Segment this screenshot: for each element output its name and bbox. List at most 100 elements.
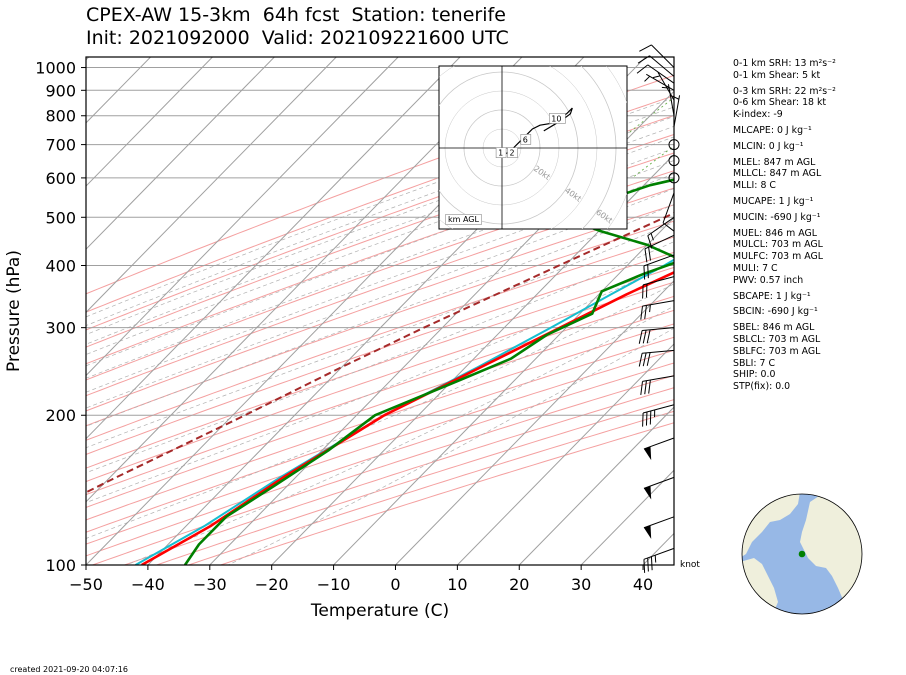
- index-line: MUEL: 846 m AGL: [733, 227, 817, 239]
- y-tick-label: 500: [45, 208, 76, 227]
- moist-adiabat: [86, 222, 674, 449]
- wind-barb: [644, 234, 675, 263]
- index-line: 0-1 km SRH: 13 m²s⁻²: [733, 58, 836, 69]
- barb-shaft: [642, 300, 675, 307]
- y-tick-label: 800: [45, 107, 76, 126]
- y-tick-label: 600: [45, 169, 76, 188]
- barb-shaft: [643, 476, 675, 489]
- index-line: SBEL: 846 m AGL: [733, 322, 815, 334]
- dry-adiabat: [220, 422, 674, 565]
- dry-adiabat: [188, 410, 674, 565]
- wind-barb: [642, 276, 675, 299]
- barb-half-flag: [661, 86, 670, 89]
- index-line: SBLFC: 703 m AGL: [733, 345, 821, 357]
- isotherm: [86, 57, 275, 250]
- barb-flag: [645, 283, 648, 298]
- barb-shaft: [642, 327, 675, 331]
- mixing-ratio-line: [894, 57, 906, 178]
- dry-adiabat: [86, 114, 674, 331]
- index-line: MLLI: 8 C: [733, 180, 776, 192]
- hodograph-height-label: 2: [510, 149, 515, 158]
- hodograph-legend-km-agl: km AGL: [445, 214, 482, 225]
- dry-adiabat: [86, 251, 674, 455]
- x-tick-label: 40: [633, 575, 653, 594]
- barb-half-flag: [644, 75, 651, 82]
- wind-barb: [652, 72, 675, 101]
- chart-title-line-1: CPEX-AW 15-3km 64h fcst Station: tenerif…: [86, 4, 506, 26]
- barb-pennant: [643, 485, 652, 500]
- index-line: 0-3 km SRH: 22 m²s⁻²: [733, 85, 836, 97]
- y-tick-label: 200: [45, 406, 76, 425]
- dry-adiabat: [92, 374, 674, 565]
- index-line: SBCAPE: 1 J kg⁻¹: [733, 290, 811, 302]
- dry-adiabat: [86, 133, 674, 348]
- moist-adiabat: [86, 97, 674, 318]
- barb-shaft: [643, 547, 675, 560]
- barb-shaft: [642, 349, 675, 354]
- wind-barb: [643, 437, 675, 461]
- dry-adiabat: [86, 362, 674, 557]
- index-line: MLLCL: 847 m AGL: [733, 168, 822, 180]
- barb-flag: [646, 352, 651, 366]
- barb-shaft: [642, 375, 675, 382]
- isotherm: [580, 469, 674, 565]
- index-line: SBLCL: 703 m AGL: [733, 333, 821, 345]
- barb-flag: [636, 64, 649, 74]
- index-line: MLCAPE: 0 J kg⁻¹: [733, 124, 812, 136]
- barb-flag: [647, 557, 649, 572]
- wind-barb: [639, 44, 675, 68]
- barb-flag: [637, 55, 650, 64]
- dry-adiabat: [86, 187, 674, 397]
- barb-shaft: [644, 234, 675, 250]
- x-tick-label: −40: [131, 575, 165, 594]
- isotherm: [86, 57, 337, 314]
- index-line: 0-1 km Shear: 5 kt: [733, 69, 821, 81]
- barb-flag: [643, 265, 646, 280]
- barb-shaft: [647, 216, 675, 237]
- wind-barb: [672, 95, 681, 127]
- barb-shaft: [673, 95, 681, 127]
- barb-pennant: [643, 446, 652, 461]
- wind-barb: [642, 404, 675, 427]
- y-tick-label: 100: [45, 556, 76, 575]
- y-tick-label: 700: [45, 136, 76, 155]
- barb-flag: [640, 306, 643, 320]
- wind-barb: [643, 547, 675, 573]
- wind-barb: [643, 516, 675, 539]
- barb-half-flag: [654, 555, 657, 563]
- wind-barb: [638, 349, 675, 367]
- index-line: SHIP: 0.0: [733, 369, 776, 381]
- barb-flag: [649, 410, 652, 425]
- barb-flag: [642, 284, 644, 299]
- index-line: 0-6 km Shear: 18 kt: [733, 97, 827, 109]
- x-tick-label: −10: [317, 575, 351, 594]
- x-tick-label: −30: [193, 575, 227, 594]
- moist-adiabat: [86, 283, 674, 539]
- barb-shaft: [643, 437, 675, 450]
- index-line: K-index: -9: [733, 109, 783, 121]
- barb-half-flag: [649, 304, 651, 313]
- index-line: MUCAPE: 1 J kg⁻¹: [733, 195, 814, 207]
- isotherm: [271, 153, 674, 565]
- index-line: MULCL: 703 m AGL: [733, 239, 823, 251]
- moist-adiabat: [126, 305, 674, 565]
- calm-wind-circle: [668, 139, 680, 151]
- dry-adiabat: [124, 387, 674, 565]
- isotherm: [86, 57, 461, 440]
- barb-half-flag: [650, 233, 654, 241]
- index-line: MULI: 7 C: [733, 262, 778, 274]
- wind-barb: [636, 64, 675, 84]
- y-tick-label: 1000: [35, 59, 76, 78]
- dry-adiabat: [86, 152, 674, 365]
- wind-barb: [661, 84, 675, 116]
- barb-flag: [648, 379, 651, 394]
- x-tick-label: −50: [69, 575, 103, 594]
- moist-adiabat: [228, 327, 674, 565]
- barb-shaft: [651, 44, 675, 68]
- barb-shaft: [647, 64, 675, 84]
- location-globe: [741, 493, 863, 615]
- index-line: SBLI: 7 C: [733, 357, 775, 369]
